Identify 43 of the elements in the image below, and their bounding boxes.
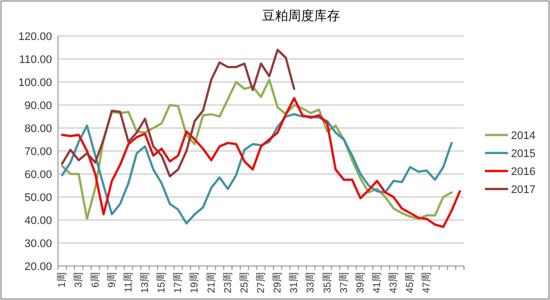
y-tick-label: 60.00 xyxy=(24,169,52,181)
x-tick-label: 47周 xyxy=(422,272,433,294)
x-tick-label: 11周 xyxy=(123,272,134,292)
y-tick-label: 40.00 xyxy=(24,215,52,227)
x-tick-label: 21周 xyxy=(206,272,218,294)
y-tick-label: 120.00 xyxy=(18,31,52,43)
y-tick-label: 70.00 xyxy=(24,146,52,158)
x-tick-label: 31周 xyxy=(289,272,300,294)
x-tick-label: 29周 xyxy=(272,272,284,294)
x-tick-label: 25周 xyxy=(239,272,250,294)
line-series xyxy=(61,78,453,220)
y-tick-label: 50.00 xyxy=(24,192,52,204)
y-tick-label: 30.00 xyxy=(24,238,52,250)
y-tick-label: 100.00 xyxy=(18,77,52,89)
legend-label: 2015 xyxy=(511,148,536,160)
legend-label: 2017 xyxy=(511,184,536,196)
y-tick-label: 110.00 xyxy=(19,54,52,66)
line-series xyxy=(61,97,461,228)
legend-label: 2016 xyxy=(511,166,536,178)
line-series xyxy=(61,48,296,178)
x-tick-label: 39周 xyxy=(355,272,366,294)
chart-title: 豆粕周度库存 xyxy=(262,8,340,23)
y-tick-label: 80.00 xyxy=(24,123,52,135)
x-tick-label: 3周 xyxy=(74,272,85,288)
x-tick-label: 13周 xyxy=(140,272,151,294)
x-tick-label: 27周 xyxy=(256,272,267,294)
x-tick-label: 15周 xyxy=(156,272,168,294)
x-tick-label: 35周 xyxy=(322,272,334,294)
x-tick-label: 6周 xyxy=(90,272,102,288)
x-tick-label: 33周 xyxy=(306,272,317,294)
x-tick-label: 41周 xyxy=(372,272,383,294)
x-tick-label: 23周 xyxy=(222,272,234,294)
y-tick-label: 90.00 xyxy=(24,100,52,112)
x-tick-label: 45周 xyxy=(405,272,416,294)
y-tick-label: 20.00 xyxy=(24,261,52,273)
x-tick-label: 19周 xyxy=(190,272,201,294)
x-tick-label: 43周 xyxy=(388,272,400,294)
legend-label: 2014 xyxy=(511,130,536,142)
x-tick-label: 9周 xyxy=(106,272,118,288)
line-series xyxy=(61,113,453,225)
x-tick-label: 37周 xyxy=(338,272,350,294)
x-tick-label: 17周 xyxy=(173,272,184,294)
x-tick-label: 1周 xyxy=(57,272,68,288)
